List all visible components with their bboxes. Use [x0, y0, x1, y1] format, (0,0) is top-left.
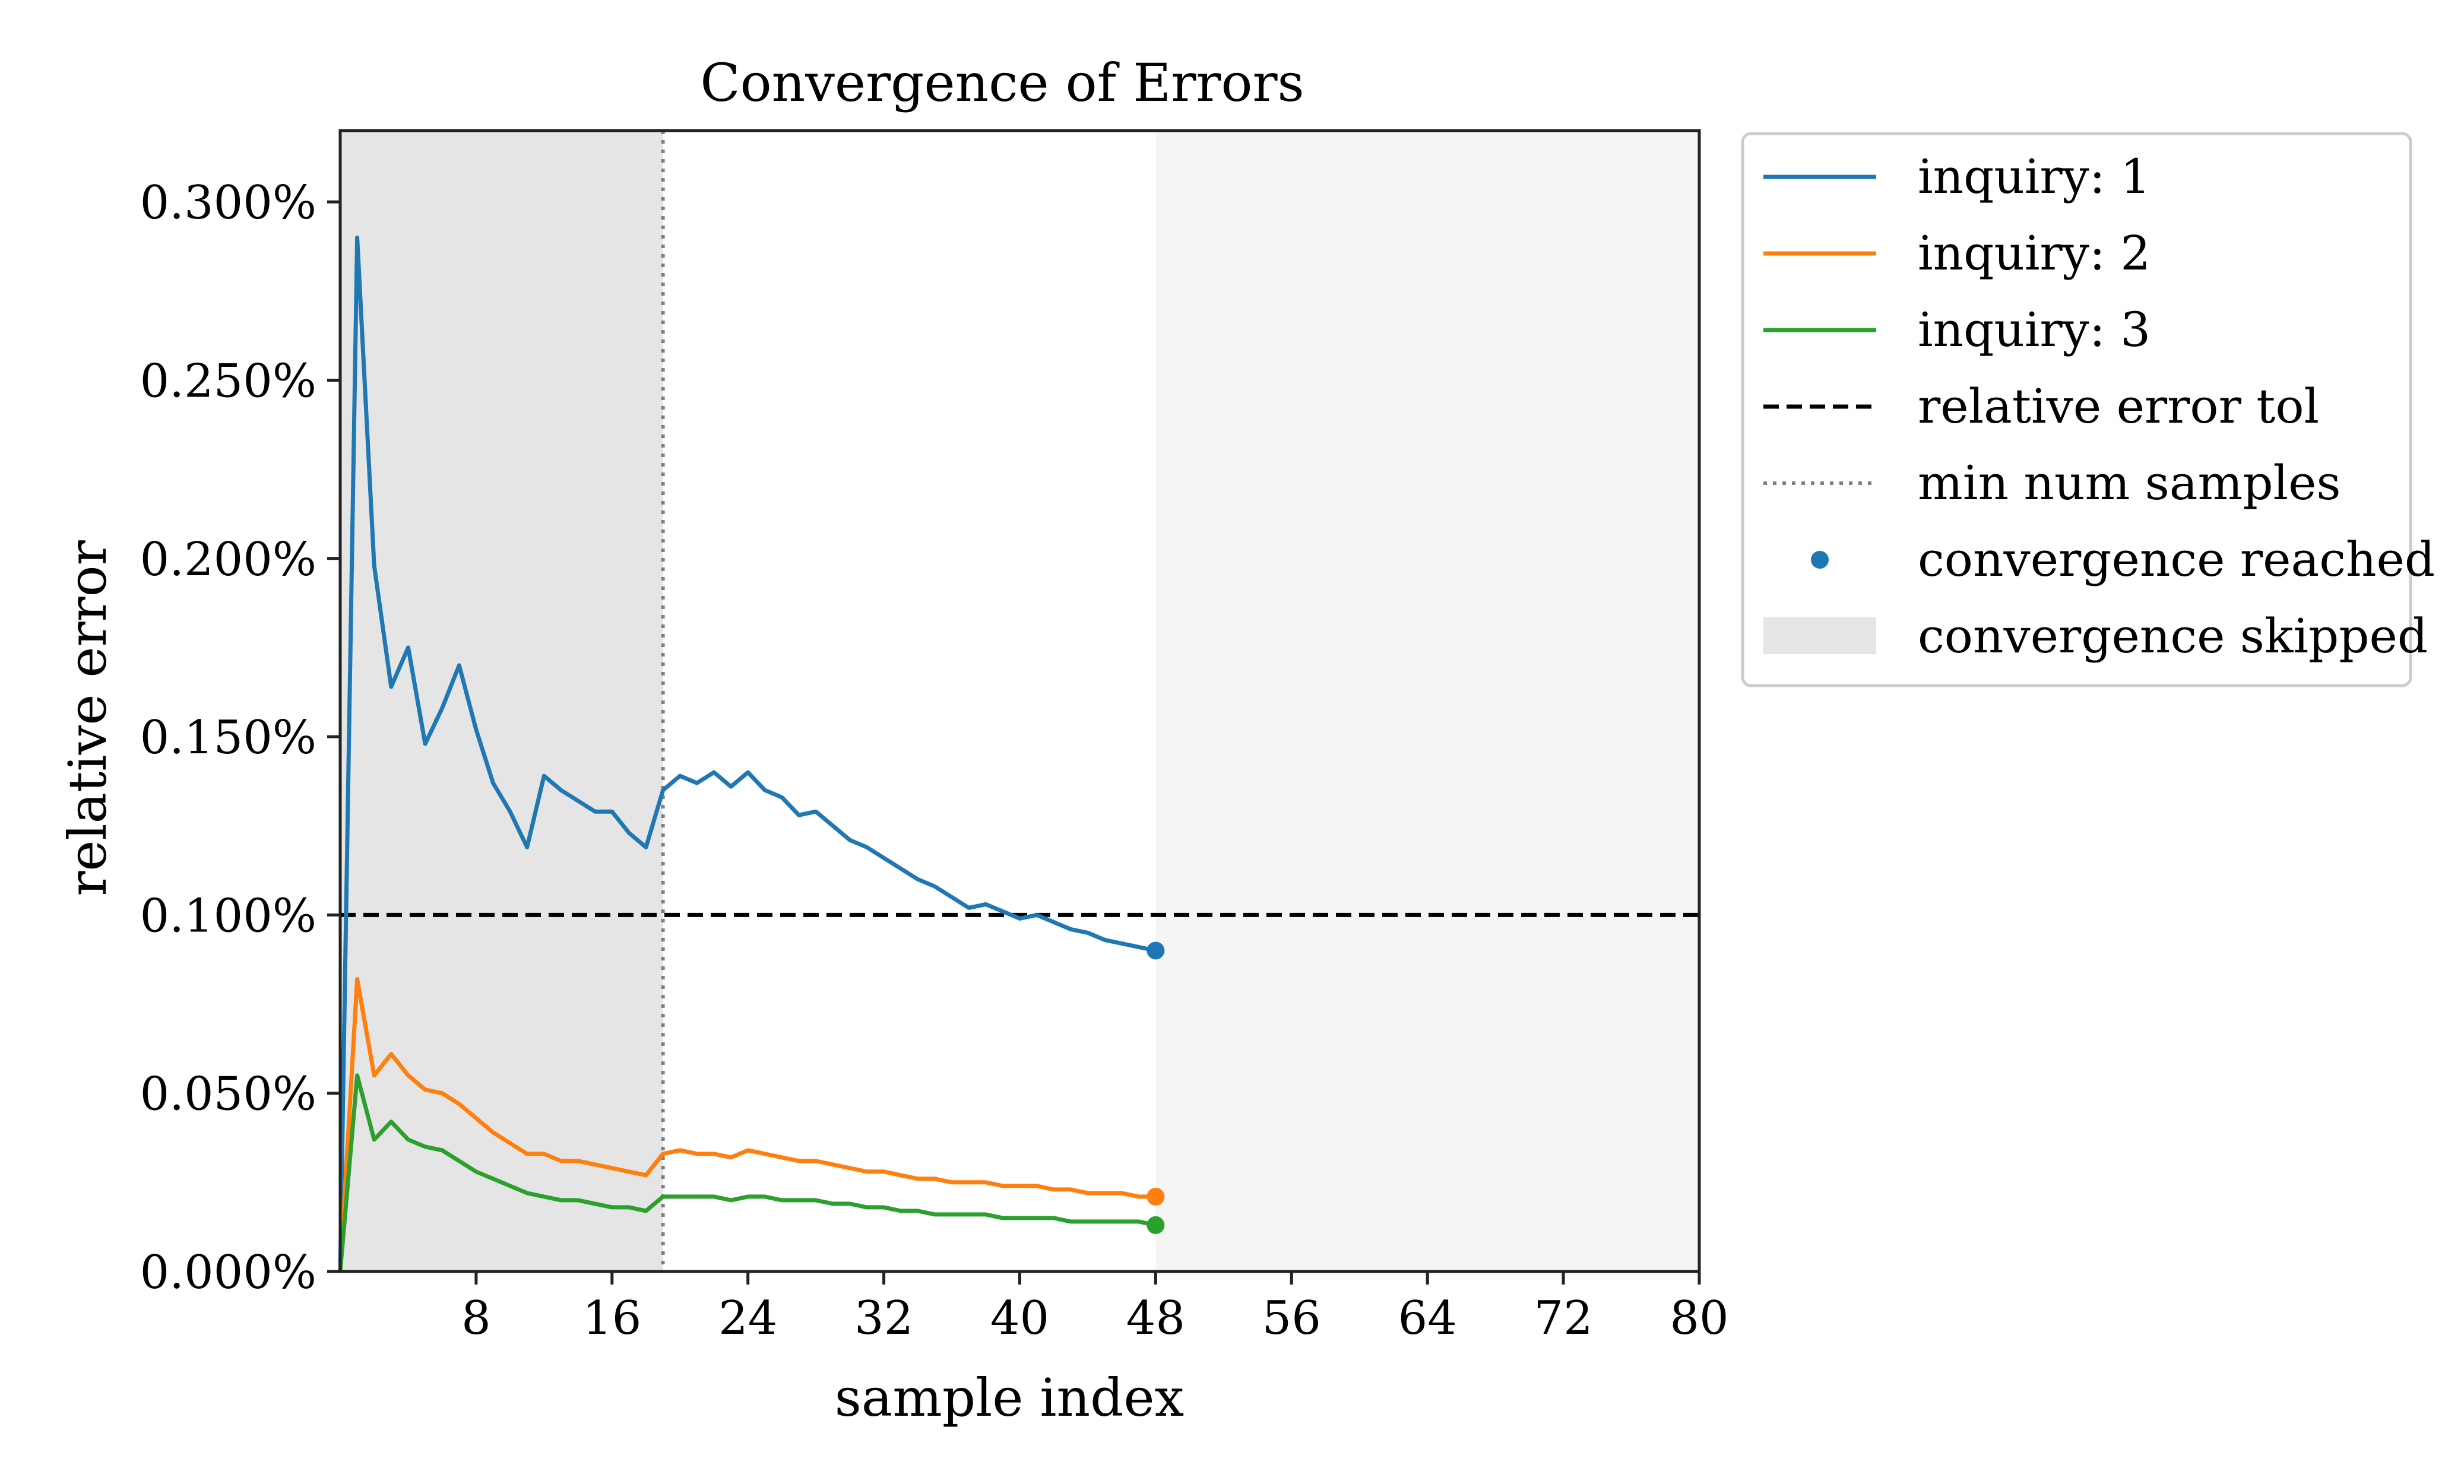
axes-layer: 8 16 24 32 40 48 56 64 72 80 0.000% 0.050% 0.100% 0.1…	[140, 129, 1729, 1345]
y-tick-label-3: 0.150%	[140, 711, 316, 765]
legend-label-skipped: convergence skipped	[1918, 608, 2428, 664]
x-tick-label-16: 16	[582, 1292, 641, 1345]
x-axis-label: sample index	[835, 1367, 1184, 1428]
convergence-point-inquiry-2	[1147, 1187, 1165, 1206]
skipped-region-2	[1155, 131, 1699, 1271]
legend-label-inquiry-3: inquiry: 3	[1918, 302, 2151, 357]
x-tick-label-80: 80	[1670, 1292, 1728, 1345]
legend-label-inquiry-2: inquiry: 2	[1918, 226, 2151, 281]
series-line-inquiry-1	[338, 235, 1157, 1272]
series-line-inquiry-2	[338, 977, 1156, 1272]
reference-lines-layer	[340, 131, 1699, 1271]
series-line-inquiry-3	[338, 1073, 1157, 1272]
plot-background-layer	[340, 131, 1699, 1271]
y-tick-label-2: 0.100%	[140, 889, 316, 943]
series-layer	[338, 235, 1165, 1272]
chart-title: Convergence of Errors	[700, 52, 1304, 113]
y-tick-label-6: 0.300%	[140, 176, 316, 230]
legend-frame	[1741, 132, 2412, 687]
x-tick-label-8: 8	[461, 1292, 491, 1345]
x-tick-label-72: 72	[1534, 1292, 1592, 1345]
legend-label-tolerance: relative error tol	[1918, 379, 2319, 434]
y-tick-label-1: 0.050%	[140, 1068, 316, 1121]
x-tick-label-64: 64	[1398, 1292, 1457, 1345]
x-tick-label-40: 40	[990, 1292, 1049, 1345]
x-tick-label-24: 24	[718, 1292, 777, 1345]
x-tick-label-48: 48	[1126, 1292, 1185, 1345]
legend-label-convergence: convergence reached	[1918, 532, 2435, 587]
legend: inquiry: 1 inquiry: 2 inquiry: 3 relativ…	[1741, 132, 2435, 687]
y-tick-label-4: 0.200%	[140, 533, 316, 586]
convergence-point-inquiry-1	[1147, 941, 1165, 960]
y-tick-label-5: 0.250%	[140, 354, 316, 408]
legend-label-min-samples: min num samples	[1918, 455, 2341, 510]
legend-label-inquiry-1: inquiry: 1	[1918, 149, 2151, 204]
skipped-region-1	[340, 131, 663, 1271]
y-axis-label: relative error	[57, 540, 118, 896]
legend-marker-convergence	[1811, 551, 1829, 569]
convergence-point-inquiry-3	[1147, 1216, 1165, 1234]
y-tick-label-0: 0.000%	[140, 1246, 316, 1299]
x-tick-label-32: 32	[854, 1292, 913, 1345]
legend-patch-skipped	[1763, 617, 1876, 654]
x-tick-label-56: 56	[1262, 1292, 1321, 1345]
